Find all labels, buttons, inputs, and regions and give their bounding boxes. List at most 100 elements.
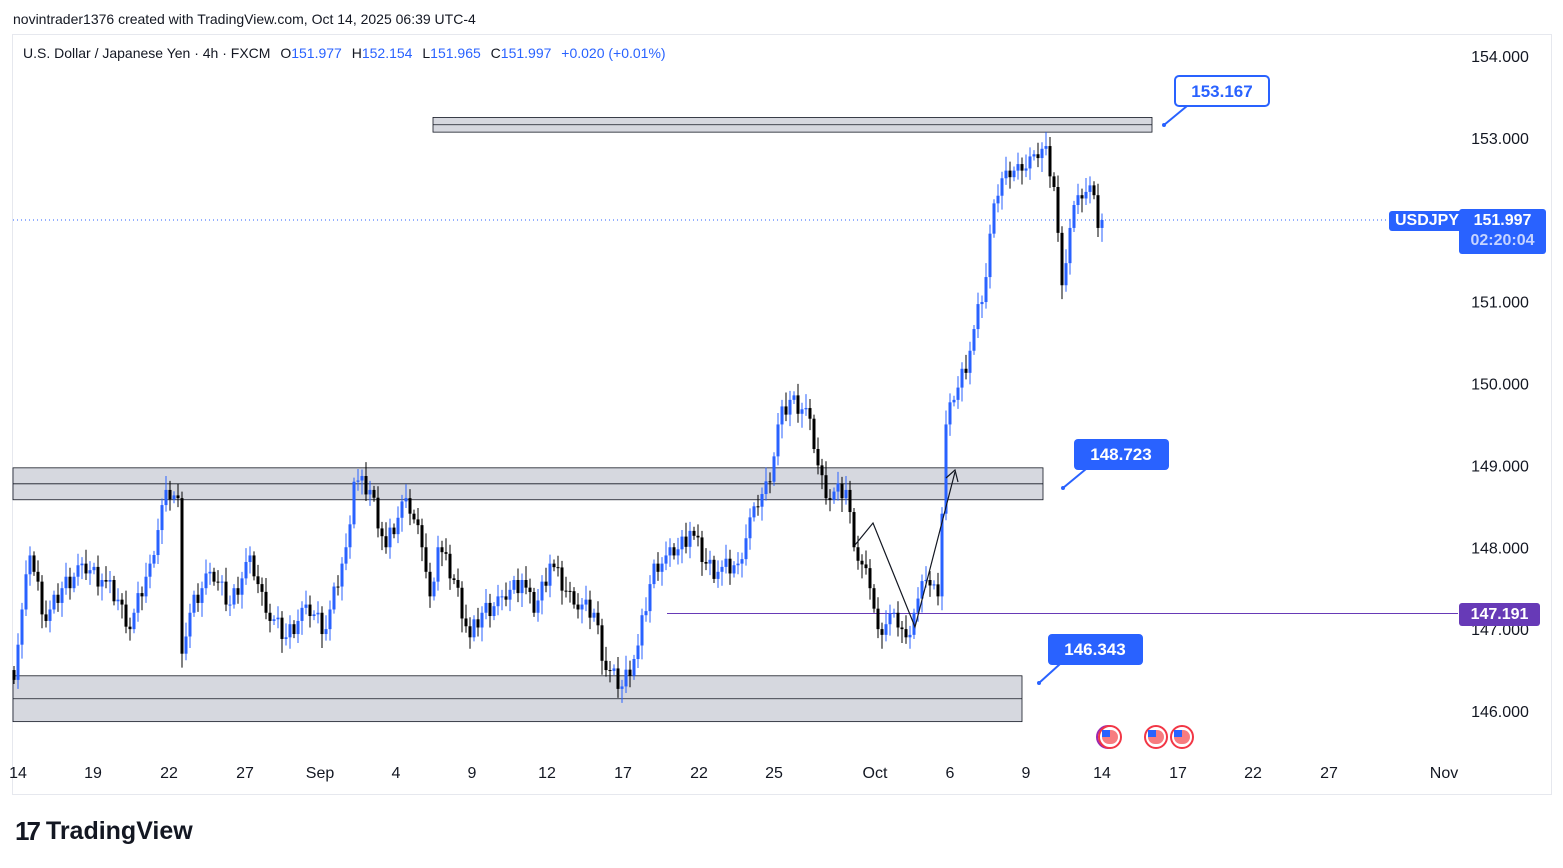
candle (636, 634, 640, 669)
candle (12, 665, 16, 684)
candle (192, 590, 196, 617)
candle (156, 518, 160, 565)
candle (768, 472, 772, 494)
candle (736, 552, 740, 575)
candle (884, 610, 888, 642)
candle (848, 480, 852, 524)
candle (92, 562, 96, 575)
candle (1020, 157, 1024, 185)
candle (516, 568, 520, 603)
symbol-tag: USDJPY (1389, 211, 1466, 231)
candle (1016, 152, 1020, 180)
us-flag-event-icon[interactable] (1144, 725, 1168, 749)
candle (1068, 218, 1072, 275)
candle (128, 617, 132, 641)
candle (236, 576, 240, 604)
candle (816, 437, 820, 475)
candle (520, 573, 524, 608)
candle (256, 564, 260, 594)
candle (20, 602, 24, 659)
candle (820, 458, 824, 490)
candle (840, 476, 844, 513)
candle (336, 575, 340, 596)
candle (1072, 200, 1076, 233)
candle (844, 476, 848, 505)
candle (796, 383, 800, 423)
candle (680, 530, 684, 564)
candle (1056, 175, 1060, 242)
candle (308, 595, 312, 628)
symbol-legend[interactable]: U.S. Dollar / Japanese Yen · 4h · FXCM O… (23, 45, 672, 61)
candle (248, 546, 252, 574)
candle (1060, 226, 1064, 300)
price-callout[interactable]: 148.723 (1061, 439, 1169, 490)
candle (532, 587, 536, 617)
last-price-label: 151.997 02:20:04 (1459, 209, 1546, 254)
candle (588, 590, 592, 630)
economic-events[interactable] (1096, 725, 1194, 749)
candle (352, 477, 356, 529)
candle (568, 581, 572, 603)
candle (1064, 249, 1068, 292)
candle (260, 577, 264, 606)
candle (228, 595, 232, 617)
candle (564, 576, 568, 598)
candle (720, 560, 724, 586)
candle (120, 593, 124, 619)
candle (572, 587, 576, 609)
close-label: C (490, 45, 501, 61)
candle (852, 507, 856, 552)
candle (344, 533, 348, 571)
x-tick-label: 22 (1244, 765, 1262, 782)
candle (764, 467, 768, 501)
candle (944, 410, 948, 521)
candle (664, 541, 668, 571)
y-tick-label: 150.000 (1471, 377, 1529, 394)
candle (404, 484, 408, 508)
candle (328, 600, 332, 641)
candle (316, 601, 320, 624)
callout-label: 146.343 (1064, 640, 1125, 659)
candle (232, 584, 236, 609)
candle (1000, 171, 1004, 210)
candle (996, 184, 1000, 213)
candle (872, 584, 876, 613)
candle (624, 655, 628, 693)
candle (364, 462, 368, 501)
candle (488, 593, 492, 628)
candle (836, 471, 840, 501)
price-callout[interactable]: 153.167 (1162, 75, 1270, 127)
candle (136, 581, 140, 622)
candle (460, 581, 464, 633)
candle (1036, 142, 1040, 168)
candle (788, 390, 792, 427)
candle (684, 522, 688, 554)
candle (696, 524, 700, 547)
zigzag-arrow-drawing[interactable] (854, 468, 959, 629)
candle (668, 538, 672, 567)
candle (740, 552, 744, 578)
candle (140, 586, 144, 611)
candle (492, 602, 496, 621)
candle (88, 561, 92, 585)
candle (808, 399, 812, 431)
candle (172, 491, 176, 504)
candle (24, 560, 28, 617)
candle (1096, 183, 1100, 237)
candle (480, 606, 484, 642)
candle (1024, 154, 1028, 178)
candle (540, 575, 544, 615)
candle (1052, 172, 1056, 192)
candle (832, 487, 836, 504)
candle (272, 615, 276, 626)
tradingview-logo[interactable]: 17 TradingView (15, 816, 193, 847)
us-flag-event-icon[interactable] (1170, 725, 1194, 749)
hline-price-label: 147.191 (1459, 603, 1540, 626)
candle (80, 557, 84, 580)
candle (284, 623, 288, 646)
us-flag-event-icon[interactable] (1096, 725, 1122, 749)
candle (440, 540, 444, 567)
candle (52, 590, 56, 614)
price-callout[interactable]: 146.343 (1037, 634, 1143, 685)
